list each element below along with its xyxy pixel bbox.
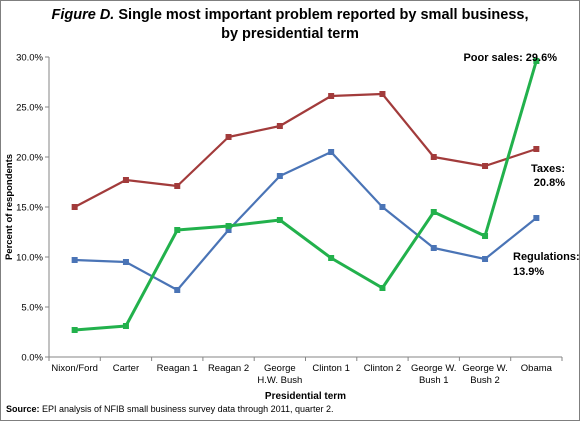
regulations-point [533, 215, 540, 221]
poor_sales-point [430, 209, 437, 215]
poor_sales-point [276, 217, 283, 223]
regulations-point [379, 204, 386, 210]
taxes-point [533, 146, 540, 152]
regulations-annotation-label: Regulations: [513, 251, 580, 263]
x-axis-title: Presidential term [265, 391, 346, 402]
y-tick-label: 0.0% [21, 353, 43, 364]
x-tick-label: Reagan 2 [208, 363, 249, 374]
regulations-point [328, 149, 335, 155]
y-tick-label: 5.0% [21, 303, 43, 314]
regulations-line [74, 150, 537, 292]
y-axis-title: Percent of respondents [4, 154, 15, 260]
taxes-point [225, 134, 232, 140]
taxes-annotation-value: 20.8% [534, 177, 565, 189]
poor_sales-line [74, 60, 538, 332]
x-tick-label: Reagan 1 [157, 363, 198, 374]
x-tick-label-line: Clinton 1 [312, 363, 350, 374]
source-text: EPI analysis of NFIB small business surv… [42, 404, 334, 414]
series-lines [74, 60, 538, 332]
y-tick-label: 30.0% [16, 53, 43, 64]
x-tick-label-line: Nixon/Ford [51, 363, 97, 374]
x-tick-label: Nixon/Ford [51, 363, 97, 374]
taxes-point [430, 154, 437, 160]
taxes-point [276, 123, 283, 129]
title-line-2: by presidential term [221, 26, 359, 42]
title-line-1: Figure D. Single most important problem … [0, 6, 580, 25]
x-tick-label-line: Bush 1 [419, 375, 449, 386]
x-tick-label-line: Obama [521, 363, 553, 374]
x-tick-label: George H.W. Bush [257, 363, 302, 386]
taxes-point [328, 93, 335, 99]
poor-sales-annotation: Poor sales: 29.6% [463, 52, 557, 64]
poor_sales-point [71, 327, 78, 333]
annotations: Poor sales: 29.6% Taxes: 20.8% Regulations:… [463, 52, 579, 278]
title-text-1: Single most important problem reported b… [118, 7, 529, 23]
x-tick-label: Clinton 2 [364, 363, 402, 374]
x-tick-label-line: H.W. Bush [257, 375, 302, 386]
poor_sales-point [379, 285, 386, 291]
regulations-point [225, 227, 232, 233]
x-tick-label-line: Reagan 1 [157, 363, 198, 374]
x-tick-label: Obama [521, 363, 553, 374]
regulations-point [482, 256, 489, 262]
source-label: Source: [6, 404, 40, 414]
x-tick-label: Clinton 1 [312, 363, 350, 374]
x-tick-label: George W. Bush 2 [462, 363, 507, 386]
taxes-point [174, 183, 181, 189]
regulations-point [276, 173, 283, 179]
x-tick-label-line: George W. [462, 363, 507, 374]
regulations-annotation-value: 13.9% [513, 266, 544, 278]
y-tick-label: 25.0% [16, 103, 43, 114]
x-tick-label-line: Clinton 2 [364, 363, 402, 374]
chart-title: Figure D. Single most important problem … [0, 6, 580, 44]
taxes-point [482, 163, 489, 169]
x-tick-label-line: Reagan 2 [208, 363, 249, 374]
taxes-point [379, 91, 386, 97]
y-tick-label: 10.0% [16, 253, 43, 264]
poor_sales-point [533, 58, 540, 64]
x-tick-label-line: George W. [411, 363, 456, 374]
poor_sales-point [122, 323, 129, 329]
regulations-point [122, 259, 129, 265]
series-markers [71, 58, 540, 333]
regulations-point [71, 257, 78, 263]
x-tick-label: George W. Bush 1 [411, 363, 456, 386]
x-tick-label: Carter [113, 363, 139, 374]
figure-label: Figure D. [51, 7, 115, 23]
taxes-point [71, 204, 78, 210]
axes [45, 56, 563, 361]
y-tick-label: 20.0% [16, 153, 43, 164]
taxes-point [122, 177, 129, 183]
taxes-line [74, 92, 537, 208]
x-tick-label-line: George [264, 363, 296, 374]
poor_sales-point [225, 223, 232, 229]
poor_sales-point [482, 233, 489, 239]
source-note: Source: EPI analysis of NFIB small busin… [6, 404, 334, 414]
regulations-point [430, 245, 437, 251]
x-tick-label-line: Bush 2 [470, 375, 500, 386]
taxes-annotation-label: Taxes: [531, 163, 565, 175]
regulations-point [174, 287, 181, 293]
poor_sales-point [328, 255, 335, 261]
x-tick-label-line: Carter [113, 363, 139, 374]
poor_sales-point [174, 227, 181, 233]
tick-labels: 0.0% 5.0% 10.0% 15.0% 20.0% 25.0% 30.0% Nixon/F… [4, 53, 553, 403]
y-tick-label: 15.0% [16, 203, 43, 214]
